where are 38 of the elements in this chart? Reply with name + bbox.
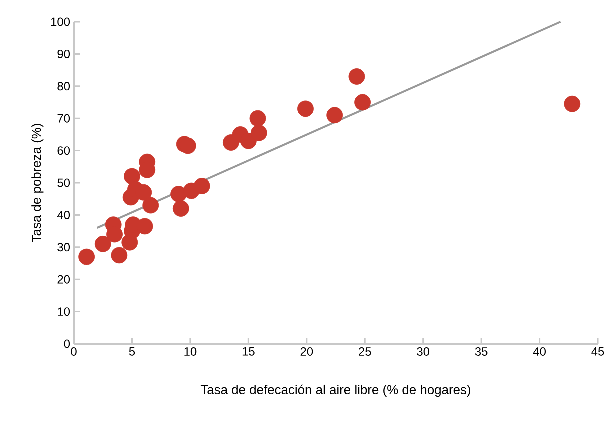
point: [142, 197, 160, 214]
y-tick-label: 70: [58, 114, 70, 123]
point: [194, 178, 210, 194]
x-tick-label: 0: [71, 348, 77, 356]
x-tick-label: 15: [242, 348, 255, 356]
x-tick-label: 35: [475, 348, 488, 356]
point: [348, 68, 366, 85]
point: [250, 124, 268, 142]
y-tick-label: 50: [58, 178, 70, 188]
y-tick-label: 100: [51, 18, 70, 26]
point: [250, 110, 266, 127]
point: [354, 94, 371, 111]
x-axis-title: Tasa de defecación al aire libre (% de hogares): [200, 384, 470, 398]
y-tick-label: 40: [57, 210, 70, 220]
point: [564, 96, 581, 112]
y-tick-label: 90: [58, 50, 70, 58]
x-tick-label: 25: [359, 348, 372, 356]
y-axis-title: Tasa de pobreza (%): [32, 124, 44, 242]
point: [94, 236, 112, 252]
point: [240, 132, 257, 150]
y-tick-label: 10: [58, 308, 70, 316]
x-tick-label: 10: [184, 348, 197, 356]
point: [78, 248, 96, 266]
point: [111, 247, 128, 264]
x-tick-label: 30: [417, 348, 430, 356]
y-tick-label: 20: [58, 275, 70, 284]
point: [172, 200, 190, 217]
point: [298, 100, 314, 118]
x-tick-label: 20: [300, 348, 314, 356]
x-tick-label: 40: [533, 348, 546, 356]
y-tick-label: 0: [64, 340, 70, 348]
x-tick-label: 5: [129, 348, 136, 356]
point: [124, 168, 140, 185]
point: [326, 107, 344, 124]
y-tick-label: 30: [58, 243, 70, 252]
x-tick-label: 45: [592, 348, 604, 356]
y-tick-label: 60: [58, 146, 70, 156]
y-tick-label: 80: [58, 82, 70, 91]
